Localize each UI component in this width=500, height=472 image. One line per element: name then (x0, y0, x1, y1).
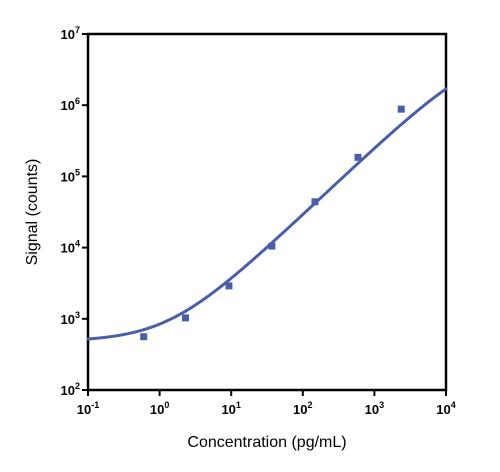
x-tick-label: 10-1 (77, 400, 99, 417)
y-tick-label: 106 (61, 96, 80, 113)
plot-frame (86, 32, 448, 392)
data-point (225, 282, 233, 290)
y-tick-label: 107 (61, 25, 80, 42)
x-tick-label: 102 (293, 400, 312, 417)
tick-labels: 10-1 100 101 102 103 104 102 103 104 105 106 107 (61, 25, 456, 417)
data-point (140, 333, 148, 341)
y-tick-label: 102 (61, 381, 80, 398)
x-tick-label: 100 (150, 400, 169, 417)
x-tick-label: 103 (365, 400, 384, 417)
y-tick-label: 104 (61, 239, 80, 256)
x-tick-label: 104 (436, 400, 455, 417)
data-point (311, 198, 319, 206)
data-point (181, 314, 189, 322)
data-point (268, 242, 276, 250)
y-tick-label: 105 (61, 167, 80, 184)
x-tick-label: 101 (221, 400, 240, 417)
tick-marks (82, 33, 447, 396)
x-axis-title: Concentration (pg/mL) (187, 434, 346, 451)
data-points (140, 105, 405, 341)
axes (86, 32, 448, 392)
fit-curve (86, 87, 448, 341)
data-point (397, 105, 405, 113)
y-axis-title: Signal (counts) (24, 159, 41, 266)
data-point (354, 153, 362, 161)
y-tick-label: 103 (61, 310, 80, 327)
